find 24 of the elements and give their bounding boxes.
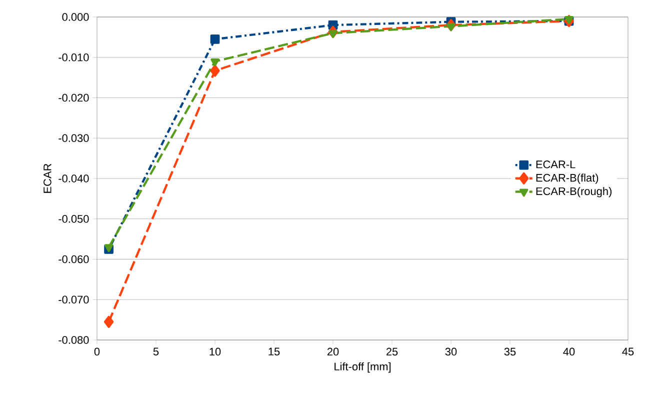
- y-tick-label: 0.000: [62, 13, 89, 21]
- y-tick-label: -0.040: [58, 174, 89, 182]
- y-tick-label: -0.080: [58, 336, 89, 344]
- x-axis-title: Lift-off [mm]: [334, 362, 391, 373]
- x-tick-label: 35: [504, 348, 516, 356]
- y-tick-label: -0.010: [58, 54, 89, 62]
- x-tick-label: 45: [622, 348, 634, 356]
- x-tick-label: 5: [153, 348, 159, 356]
- x-tick-label: 10: [210, 348, 221, 356]
- x-tick-label: 25: [386, 348, 398, 356]
- x-tick-label: 0: [94, 348, 100, 356]
- y-axis-title: ECAR: [44, 164, 52, 193]
- x-tick-label: 20: [327, 348, 339, 356]
- y-tick-label: -0.050: [58, 215, 89, 223]
- y-tick-label: -0.020: [58, 94, 89, 102]
- legend-label: ECAR-L: [536, 160, 576, 168]
- legend-label: ECAR-B(rough): [536, 187, 612, 198]
- x-tick-label: 30: [445, 348, 457, 356]
- x-tick-label: 15: [268, 348, 280, 356]
- x-tick-label: 40: [563, 348, 575, 356]
- y-tick-label: -0.030: [58, 134, 89, 142]
- legend-label: ECAR-B(flat): [536, 174, 598, 184]
- y-tick-label: -0.070: [58, 296, 89, 304]
- y-tick-label: -0.060: [58, 255, 89, 264]
